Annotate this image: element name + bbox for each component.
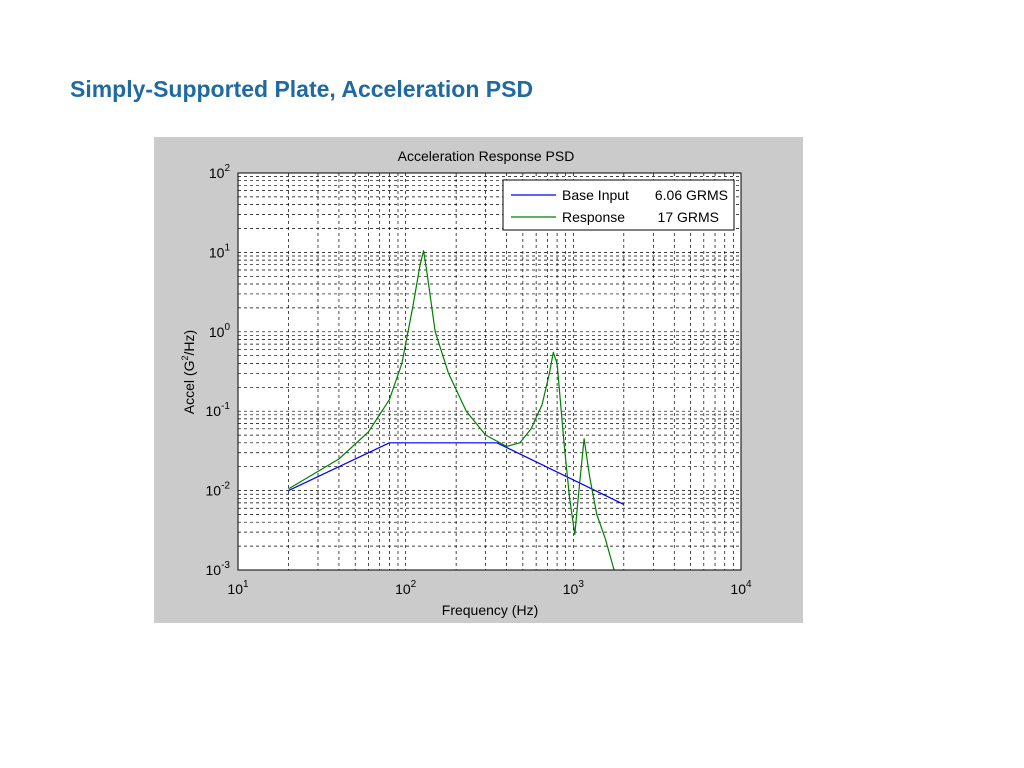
y-tick-label: 102 (209, 163, 231, 181)
series-line-base-input (288, 442, 625, 505)
chart-legend: Base Input 6.06 GRMS Response 17 GRMS (502, 179, 735, 231)
legend-box (502, 179, 735, 231)
series-lines (288, 250, 625, 571)
x-tick-label: 102 (395, 579, 417, 597)
y-axis-label-pre: Accel (G (181, 361, 197, 415)
grid-lines (238, 173, 741, 570)
slide-title: Simply-Supported Plate, Acceleration PSD (70, 76, 534, 102)
series-line-response (288, 250, 615, 571)
plot-area (238, 173, 741, 570)
y-tick-label: 10-1 (206, 401, 231, 419)
y-axis-label: Accel (G2/Hz) (180, 330, 197, 414)
x-axis-label: Frequency (Hz) (442, 602, 538, 618)
figure-panel: 101 102 103 104 10-3 10-2 10-1 100 101 102 Accele… (154, 137, 803, 623)
y-tick-label: 10-2 (206, 481, 231, 499)
legend-value-response: 17 GRMS (658, 209, 719, 225)
tick-labels: 101 102 103 104 10-3 10-2 10-1 100 101 102 (206, 163, 752, 597)
x-tick-label: 104 (730, 579, 752, 597)
x-tick-label: 101 (227, 579, 249, 597)
y-axis-label-post: /Hz) (181, 330, 197, 356)
y-tick-label: 100 (209, 322, 231, 340)
plot-frame (237, 172, 742, 571)
y-tick-label: 10-3 (206, 560, 231, 578)
psd-chart: 101 102 103 104 10-3 10-2 10-1 100 101 102 Accele… (180, 148, 752, 618)
y-axis-label-sup: 2 (180, 355, 190, 360)
legend-label-base-input: Base Input (562, 187, 629, 203)
legend-value-base-input: 6.06 GRMS (655, 187, 728, 203)
x-tick-label: 103 (563, 579, 585, 597)
y-tick-label: 101 (209, 242, 231, 260)
legend-label-response: Response (562, 209, 625, 225)
chart-title: Acceleration Response PSD (398, 148, 575, 164)
